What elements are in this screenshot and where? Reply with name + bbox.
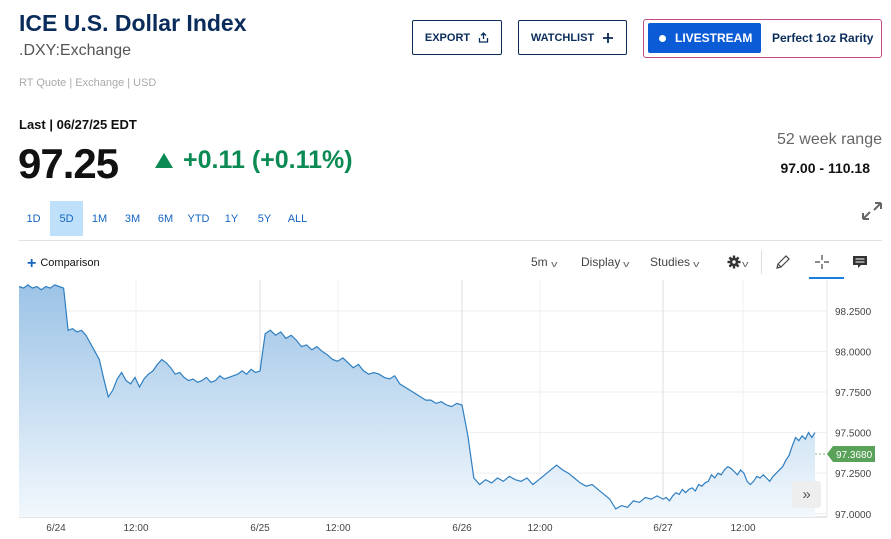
toolbar-divider xyxy=(19,240,882,241)
export-button[interactable]: EXPORT xyxy=(412,20,502,55)
crosshair-tool[interactable] xyxy=(811,248,833,276)
toolbar-separator xyxy=(761,250,762,274)
tab-1m[interactable]: 1M xyxy=(91,212,108,225)
tab-1y[interactable]: 1Y xyxy=(224,212,239,225)
current-value-label: 97.3680 xyxy=(836,450,873,461)
expand-icon[interactable] xyxy=(860,200,884,222)
promo-link[interactable]: Perfect 1oz Rarity xyxy=(772,31,874,45)
comparison-label: Comparison xyxy=(40,257,100,269)
chevron-down-icon: v xyxy=(623,258,630,269)
active-tool-indicator xyxy=(809,277,844,279)
x-tick-label: 12:00 xyxy=(730,523,755,534)
x-tick-label: 6/27 xyxy=(653,523,673,534)
x-tick-label: 6/24 xyxy=(46,523,66,534)
chevron-down-icon: v xyxy=(693,258,700,269)
x-tick-label: 12:00 xyxy=(527,523,552,534)
livestream-label: LIVESTREAM xyxy=(675,31,753,45)
x-tick-label: 12:00 xyxy=(123,523,148,534)
last-price: 97.25 xyxy=(18,140,119,187)
scroll-forward-button[interactable]: » xyxy=(792,481,821,508)
comparison-button[interactable]: + Comparison xyxy=(27,254,100,272)
series-area xyxy=(19,284,815,517)
livestream-button[interactable]: LIVESTREAM xyxy=(648,23,761,53)
quote-meta: RT Quote | Exchange | USD xyxy=(19,77,157,89)
studies-label: Studies xyxy=(650,255,691,269)
y-tick-label: 97.5000 xyxy=(835,429,872,440)
tab-5y[interactable]: 5Y xyxy=(257,212,272,225)
range-tabs: 1D 5D 1M 3M 6M YTD 1Y 5Y ALL xyxy=(17,201,314,236)
gear-icon xyxy=(727,255,741,269)
tab-ytd[interactable]: YTD xyxy=(187,212,210,225)
x-tick-label: 6/25 xyxy=(250,523,270,534)
x-tick-label: 12:00 xyxy=(325,523,350,534)
display-label: Display xyxy=(581,255,621,269)
plus-icon: + xyxy=(27,254,37,272)
pencil-icon xyxy=(776,255,790,269)
x-tick-label: 6/26 xyxy=(452,523,472,534)
y-tick-label: 98.2500 xyxy=(835,307,872,318)
livestream-panel: LIVESTREAM Perfect 1oz Rarity xyxy=(643,19,882,58)
range-value: 97.00 - 110.18 xyxy=(780,160,870,176)
symbol-label: .DXY:Exchange xyxy=(19,42,132,59)
settings-dropdown[interactable]: v xyxy=(724,248,750,276)
range-label: 52 week range xyxy=(777,131,882,148)
page-title: ICE U.S. Dollar Index xyxy=(19,10,247,36)
comment-icon xyxy=(853,255,867,268)
current-value-tag xyxy=(827,446,875,463)
change-value: +0.11 (+0.11%) xyxy=(183,146,353,174)
tab-6m[interactable]: 6M xyxy=(157,212,174,225)
studies-dropdown[interactable]: Studies v xyxy=(650,255,699,269)
tab-all[interactable]: ALL xyxy=(287,212,308,225)
chevron-down-icon: v xyxy=(741,258,749,269)
export-label: EXPORT xyxy=(424,31,471,44)
annotation-tool[interactable] xyxy=(850,248,870,276)
share-icon xyxy=(478,32,489,43)
watchlist-label: WATCHLIST xyxy=(530,31,595,44)
watchlist-button[interactable]: WATCHLIST xyxy=(518,20,627,55)
plus-icon xyxy=(603,32,614,43)
display-dropdown[interactable]: Display v xyxy=(581,255,630,269)
tab-1d[interactable]: 1D xyxy=(26,212,41,225)
y-tick-label: 98.0000 xyxy=(835,347,872,358)
y-tick-label: 97.7500 xyxy=(835,388,872,399)
last-label: Last | 06/27/25 EDT xyxy=(19,117,137,132)
crosshair-icon xyxy=(815,255,829,269)
up-arrow-icon xyxy=(155,153,173,168)
series-line xyxy=(18,284,816,510)
y-tick-label: 97.2500 xyxy=(835,469,872,480)
y-tick-label: 97.0000 xyxy=(835,510,872,521)
price-change: +0.11 (+0.11%) xyxy=(155,146,353,175)
chevron-down-icon: v xyxy=(550,258,558,269)
draw-tool[interactable] xyxy=(773,248,793,276)
live-dot-icon xyxy=(659,34,666,42)
tab-5d[interactable]: 5D xyxy=(50,201,83,236)
interval-label: 5m xyxy=(531,255,548,269)
price-chart[interactable]: 6/24 12:00 6/25 12:00 6/26 12:00 6/27 12:00 98.… xyxy=(0,280,891,539)
tab-3m[interactable]: 3M xyxy=(124,212,141,225)
interval-dropdown[interactable]: 5m v xyxy=(531,255,558,269)
